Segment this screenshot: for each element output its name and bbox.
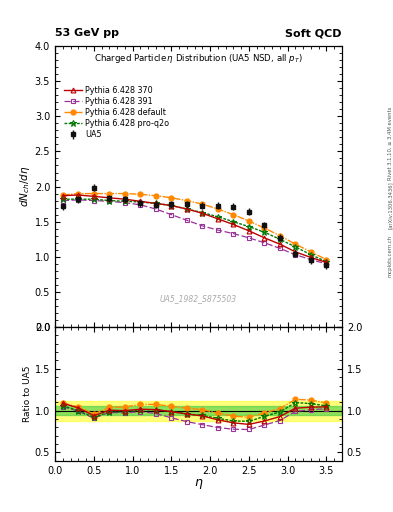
Pythia 6.428 391	[231, 230, 236, 237]
Pythia 6.428 pro-q2o	[324, 259, 329, 265]
Pythia 6.428 391	[309, 257, 313, 263]
Pythia 6.428 default	[324, 257, 329, 263]
Pythia 6.428 pro-q2o	[76, 196, 81, 202]
Pythia 6.428 370	[200, 210, 205, 216]
Line: Pythia 6.428 391: Pythia 6.428 391	[61, 198, 329, 266]
Pythia 6.428 pro-q2o	[184, 206, 189, 212]
Pythia 6.428 370	[231, 221, 236, 227]
Pythia 6.428 default	[153, 193, 158, 199]
Pythia 6.428 370	[184, 206, 189, 212]
Pythia 6.428 pro-q2o	[200, 209, 205, 216]
Text: UA5_1982_S875503: UA5_1982_S875503	[160, 294, 237, 304]
Pythia 6.428 pro-q2o	[138, 199, 143, 205]
Pythia 6.428 370	[215, 216, 220, 222]
Pythia 6.428 370	[153, 200, 158, 206]
Pythia 6.428 default	[262, 225, 267, 231]
Pythia 6.428 370	[277, 241, 282, 247]
Text: Charged Particle$\,\eta$ Distribution (UA5 NSD, all $p_T$): Charged Particle$\,\eta$ Distribution (U…	[94, 52, 303, 65]
Pythia 6.428 370	[293, 249, 298, 255]
Pythia 6.428 370	[92, 194, 96, 200]
Text: [arXiv:1306.3436]: [arXiv:1306.3436]	[387, 181, 392, 229]
Text: mcplots.cern.ch: mcplots.cern.ch	[387, 235, 392, 277]
Pythia 6.428 pro-q2o	[92, 196, 96, 202]
Pythia 6.428 391	[277, 245, 282, 251]
Pythia 6.428 370	[107, 195, 112, 201]
Pythia 6.428 pro-q2o	[153, 200, 158, 206]
Y-axis label: Ratio to UA5: Ratio to UA5	[23, 366, 32, 422]
Bar	[55, 407, 342, 415]
Y-axis label: $dN_{ch}/d\eta$: $dN_{ch}/d\eta$	[18, 166, 32, 207]
Line: Pythia 6.428 370: Pythia 6.428 370	[61, 193, 329, 265]
Pythia 6.428 pro-q2o	[277, 236, 282, 242]
Pythia 6.428 default	[215, 206, 220, 212]
Line: Pythia 6.428 default: Pythia 6.428 default	[61, 191, 329, 262]
Pythia 6.428 391	[293, 251, 298, 258]
Pythia 6.428 default	[138, 191, 143, 197]
Pythia 6.428 370	[324, 260, 329, 266]
Pythia 6.428 pro-q2o	[169, 202, 174, 208]
Text: Soft QCD: Soft QCD	[285, 28, 342, 38]
Pythia 6.428 default	[169, 195, 174, 201]
Pythia 6.428 391	[107, 198, 112, 204]
Bar	[55, 400, 342, 421]
Text: 53 GeV pp: 53 GeV pp	[55, 28, 119, 38]
Pythia 6.428 pro-q2o	[61, 196, 65, 202]
Pythia 6.428 default	[123, 190, 127, 197]
Pythia 6.428 391	[138, 202, 143, 208]
Pythia 6.428 391	[169, 211, 174, 218]
Pythia 6.428 pro-q2o	[231, 219, 236, 225]
Pythia 6.428 370	[262, 234, 267, 241]
Pythia 6.428 pro-q2o	[309, 251, 313, 258]
Pythia 6.428 default	[200, 201, 205, 207]
Pythia 6.428 391	[153, 206, 158, 212]
Pythia 6.428 pro-q2o	[123, 198, 127, 204]
Pythia 6.428 391	[184, 217, 189, 223]
Pythia 6.428 391	[76, 197, 81, 203]
Pythia 6.428 pro-q2o	[293, 244, 298, 250]
Pythia 6.428 default	[231, 211, 236, 218]
Pythia 6.428 391	[61, 198, 65, 204]
X-axis label: $\eta$: $\eta$	[194, 477, 203, 491]
Pythia 6.428 391	[200, 223, 205, 229]
Pythia 6.428 default	[184, 198, 189, 204]
Pythia 6.428 370	[123, 196, 127, 202]
Pythia 6.428 391	[324, 261, 329, 267]
Pythia 6.428 default	[92, 190, 96, 197]
Pythia 6.428 370	[76, 192, 81, 198]
Pythia 6.428 391	[246, 234, 251, 241]
Pythia 6.428 pro-q2o	[262, 229, 267, 236]
Pythia 6.428 pro-q2o	[107, 198, 112, 204]
Pythia 6.428 default	[277, 232, 282, 239]
Pythia 6.428 370	[61, 193, 65, 199]
Pythia 6.428 370	[246, 228, 251, 234]
Pythia 6.428 370	[138, 198, 143, 204]
Pythia 6.428 default	[309, 249, 313, 255]
Pythia 6.428 370	[309, 254, 313, 261]
Line: Pythia 6.428 pro-q2o: Pythia 6.428 pro-q2o	[60, 196, 329, 265]
Pythia 6.428 default	[61, 192, 65, 198]
Pythia 6.428 default	[76, 190, 81, 197]
Pythia 6.428 default	[107, 190, 112, 197]
Pythia 6.428 default	[293, 241, 298, 247]
Pythia 6.428 pro-q2o	[246, 224, 251, 230]
Pythia 6.428 391	[92, 198, 96, 204]
Pythia 6.428 391	[123, 200, 127, 206]
Pythia 6.428 391	[262, 240, 267, 246]
Pythia 6.428 default	[246, 218, 251, 224]
Legend: Pythia 6.428 370, Pythia 6.428 391, Pythia 6.428 default, Pythia 6.428 pro-q2o, : Pythia 6.428 370, Pythia 6.428 391, Pyth…	[61, 83, 173, 142]
Text: Rivet 3.1.10, ≥ 3.4M events: Rivet 3.1.10, ≥ 3.4M events	[387, 106, 392, 180]
Pythia 6.428 370	[169, 202, 174, 208]
Pythia 6.428 391	[215, 227, 220, 233]
Pythia 6.428 pro-q2o	[215, 214, 220, 220]
